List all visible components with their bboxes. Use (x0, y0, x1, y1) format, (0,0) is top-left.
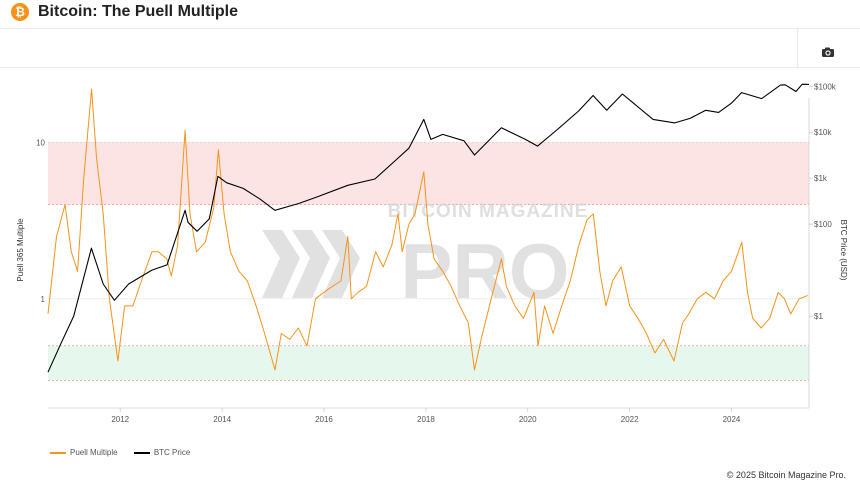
legend-item-btc[interactable]: BTC Price (133, 448, 191, 457)
legend-swatch-btc (133, 451, 150, 454)
x-tick-label: 2024 (723, 415, 741, 424)
right-axis-label: BTC Price (USD) (839, 220, 848, 281)
left-axis: 1 10 (36, 139, 45, 304)
band-undervalued (48, 345, 809, 381)
puell-multiple-line (47, 88, 808, 371)
x-tick-label: 2022 (621, 415, 639, 424)
right-tick-label: $1k (814, 174, 828, 183)
watermark-chevron-icon (262, 230, 360, 298)
x-tick-label: 2016 (315, 415, 333, 424)
x-tick-label: 2018 (417, 415, 435, 424)
page-title: Bitcoin: The Puell Multiple (38, 3, 238, 20)
toolbar-divider (797, 29, 798, 67)
left-tick-label: 10 (36, 139, 45, 148)
band-overvalued (48, 142, 809, 205)
legend: Puell Multiple BTC Price (50, 448, 204, 462)
left-tick-label: 1 (41, 295, 46, 304)
chart-toolbar (0, 29, 860, 68)
credits[interactable]: © 2025 Bitcoin Magazine Pro. (726, 470, 846, 480)
header: ₿ Bitcoin: The Puell Multiple (0, 0, 860, 29)
x-tick-label: 2012 (111, 415, 129, 424)
x-axis: 2012 2014 2016 2018 2020 2022 2024 (48, 407, 809, 424)
legend-swatch-puell (50, 451, 66, 454)
right-tick-label: $10k (814, 128, 832, 137)
legend-item-puell[interactable]: Puell Multiple (50, 448, 118, 457)
right-tick-label: $100k (814, 82, 837, 91)
watermark-text-pro: PRO (400, 227, 569, 315)
watermark: BITCOIN MAGAZINE PRO (262, 201, 589, 315)
btc-price-line (47, 83, 810, 373)
right-tick-label: $1 (814, 312, 823, 321)
puell-multiple-chart: BITCOIN MAGAZINE PRO 2012 2014 2016 2018 202… (16, 82, 848, 424)
grid (48, 142, 809, 300)
legend-label-btc: BTC Price (153, 448, 191, 457)
left-axis-label: Puell 365 Multiple (16, 218, 25, 282)
right-axis: $1 $100 $1k $10k $100k (808, 82, 837, 408)
valuation-bands (48, 142, 809, 381)
right-tick-label: $100 (814, 220, 832, 229)
watermark-text-top: BITCOIN MAGAZINE (388, 201, 589, 222)
x-tick-label: 2020 (519, 415, 537, 424)
x-tick-label: 2014 (213, 415, 231, 424)
bitcoin-logo-icon: ₿ (11, 3, 29, 21)
camera-icon[interactable] (816, 41, 840, 65)
legend-label-puell: Puell Multiple (70, 448, 118, 457)
